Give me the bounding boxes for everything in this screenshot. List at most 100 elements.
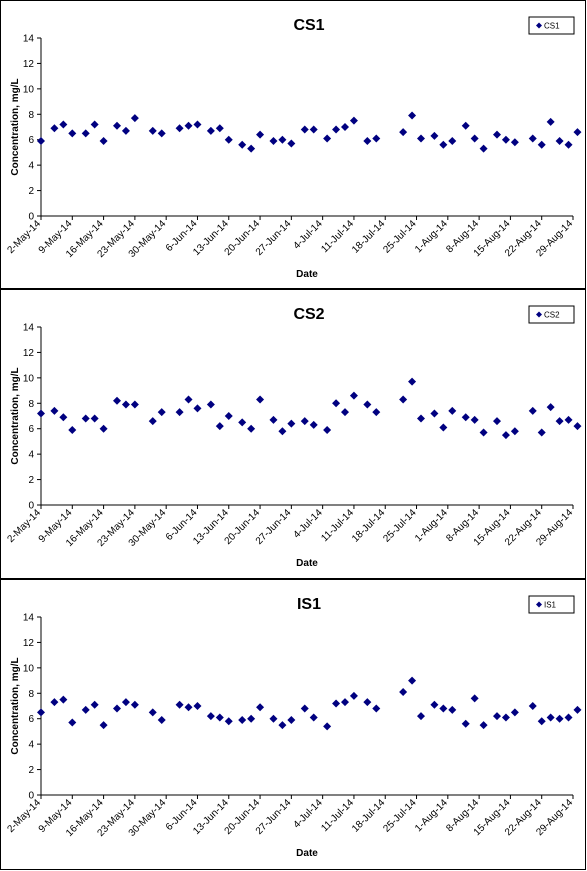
y-tick-label: 4 bbox=[28, 161, 34, 172]
chart-panel-is1: IS1 0 2 4 6 8 10 12 14 2-May-14 9-May-14 16-May-14 2… bbox=[0, 579, 586, 870]
data-point-cs1 bbox=[479, 144, 488, 153]
data-point-cs1 bbox=[99, 136, 108, 145]
y-tick-label: 14 bbox=[23, 34, 35, 45]
x-tick-label: 18-Jul-14 bbox=[350, 507, 388, 545]
data-point-cs2 bbox=[363, 400, 372, 409]
x-tick-label: 1-Aug-14 bbox=[413, 797, 450, 834]
data-point-cs2 bbox=[68, 425, 77, 434]
data-point-is1 bbox=[309, 713, 318, 722]
data-point-cs1 bbox=[510, 138, 519, 147]
data-point-cs1 bbox=[148, 126, 157, 135]
chart-cs1: CS1024681012142-May-149-May-1416-May-142… bbox=[5, 16, 582, 280]
y-tick-label: 8 bbox=[28, 689, 34, 700]
data-point-cs1 bbox=[50, 124, 59, 133]
legend-label: CS1 bbox=[544, 22, 560, 31]
data-point-cs2 bbox=[417, 414, 425, 423]
data-point-cs2 bbox=[148, 417, 157, 426]
data-point-cs2 bbox=[448, 406, 457, 415]
data-point-cs1 bbox=[224, 135, 233, 144]
data-point-is1 bbox=[184, 703, 193, 712]
data-point-is1 bbox=[461, 719, 470, 728]
data-point-cs2 bbox=[157, 408, 166, 417]
data-point-cs2 bbox=[309, 420, 318, 429]
data-point-cs1 bbox=[157, 129, 166, 138]
data-point-cs1 bbox=[206, 126, 215, 135]
chart-cs2: CS2024681012142-May-149-May-1416-May-142… bbox=[5, 305, 582, 569]
chart-panel-cs1: CS1 0 2 4 6 8 10 12 14 2-May-14 9-May-14 16-May-14 2… bbox=[0, 0, 586, 289]
data-point-cs2 bbox=[399, 395, 408, 404]
data-point-cs2 bbox=[564, 415, 573, 424]
y-tick-label: 2 bbox=[28, 765, 34, 776]
data-point-cs2 bbox=[555, 417, 564, 426]
data-point-cs2 bbox=[546, 403, 555, 412]
data-point-cs1 bbox=[372, 134, 381, 143]
data-point-is1 bbox=[528, 702, 537, 710]
data-point-cs2 bbox=[341, 408, 349, 417]
data-point-is1 bbox=[50, 698, 59, 707]
y-axis-label: Concentration, mg/L bbox=[10, 657, 21, 754]
data-point-cs2 bbox=[287, 419, 296, 428]
data-point-cs1 bbox=[300, 125, 309, 134]
data-point-is1 bbox=[399, 688, 408, 697]
chart-title: CS2 bbox=[293, 306, 324, 323]
legend-marker-icon bbox=[536, 601, 542, 608]
data-point-cs2 bbox=[372, 408, 381, 417]
data-point-cs1 bbox=[81, 129, 90, 138]
data-point-is1 bbox=[157, 715, 166, 724]
data-point-cs2 bbox=[479, 428, 488, 437]
y-tick-label: 10 bbox=[23, 663, 35, 674]
data-point-cs2 bbox=[206, 400, 215, 409]
data-point-cs2 bbox=[175, 408, 184, 417]
data-point-is1 bbox=[90, 700, 99, 709]
data-point-is1 bbox=[206, 712, 215, 721]
chart-is1: IS1024681012142-May-149-May-1416-May-142… bbox=[5, 595, 582, 859]
data-point-cs1 bbox=[278, 135, 287, 144]
data-point-cs2 bbox=[256, 395, 265, 404]
data-point-cs2 bbox=[247, 424, 256, 433]
data-point-cs1 bbox=[528, 134, 537, 143]
data-point-is1 bbox=[417, 712, 425, 721]
data-point-is1 bbox=[332, 699, 341, 708]
data-point-is1 bbox=[278, 721, 287, 730]
data-point-is1 bbox=[470, 694, 479, 703]
legend-label: IS1 bbox=[544, 601, 557, 610]
data-point-is1 bbox=[247, 714, 256, 723]
data-point-cs2 bbox=[470, 415, 479, 424]
data-point-is1 bbox=[287, 715, 296, 724]
y-tick-label: 12 bbox=[23, 59, 35, 70]
data-point-is1 bbox=[215, 713, 224, 722]
data-point-is1 bbox=[68, 718, 77, 727]
data-point-cs1 bbox=[175, 124, 184, 133]
data-point-cs1 bbox=[68, 129, 77, 138]
data-point-is1 bbox=[59, 695, 68, 704]
y-tick-label: 12 bbox=[23, 638, 35, 649]
y-tick-label: 10 bbox=[23, 373, 35, 384]
x-axis-label: Date bbox=[296, 269, 318, 280]
data-point-cs1 bbox=[247, 144, 256, 153]
y-tick-label: 14 bbox=[23, 323, 35, 334]
x-axis-label: Date bbox=[296, 848, 318, 859]
y-tick-label: 12 bbox=[23, 348, 35, 359]
data-point-cs2 bbox=[332, 399, 341, 408]
data-point-cs1 bbox=[564, 140, 573, 149]
y-tick-label: 2 bbox=[28, 475, 34, 486]
data-point-cs1 bbox=[215, 124, 224, 133]
x-tick-label: 18-Jul-14 bbox=[350, 797, 388, 835]
data-point-cs1 bbox=[501, 135, 510, 144]
data-point-cs2 bbox=[113, 396, 121, 405]
data-point-cs1 bbox=[546, 117, 555, 126]
data-point-is1 bbox=[300, 704, 309, 713]
data-point-cs2 bbox=[90, 414, 99, 423]
data-point-is1 bbox=[448, 705, 457, 714]
data-point-is1 bbox=[224, 717, 233, 726]
data-point-is1 bbox=[564, 713, 573, 722]
data-point-is1 bbox=[113, 704, 121, 713]
data-point-cs1 bbox=[184, 121, 193, 130]
data-point-cs2 bbox=[193, 404, 202, 413]
data-point-cs2 bbox=[430, 409, 439, 418]
y-tick-label: 0 bbox=[28, 791, 34, 802]
data-point-cs1 bbox=[59, 120, 68, 129]
data-point-cs2 bbox=[238, 418, 247, 427]
data-point-is1 bbox=[546, 713, 555, 722]
y-tick-label: 8 bbox=[28, 399, 34, 410]
